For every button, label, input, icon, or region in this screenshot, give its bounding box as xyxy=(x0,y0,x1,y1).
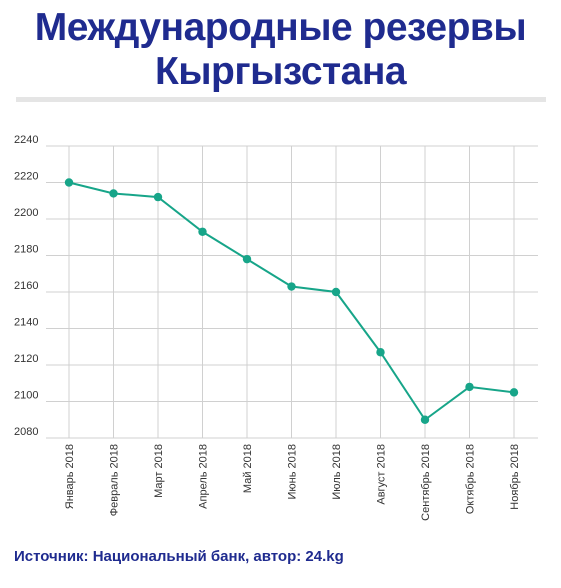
x-tick-label: Июль 2018 xyxy=(331,444,343,500)
data-point xyxy=(420,415,430,424)
x-tick-label: Январь 2018 xyxy=(64,444,76,509)
data-point xyxy=(376,348,385,357)
data-point xyxy=(64,178,74,187)
x-tick-label: Февраль 2018 xyxy=(109,444,121,516)
x-tick-label: Май 2018 xyxy=(242,444,254,493)
y-tick-label: 2140 xyxy=(14,317,38,329)
chart-title-line1: Международные резервы xyxy=(34,6,527,49)
chart-title-line2: Кыргызстана xyxy=(154,50,407,93)
data-point xyxy=(509,388,519,397)
y-tick-label: 2100 xyxy=(14,390,38,402)
x-tick-label: Сентябрь 2018 xyxy=(420,444,432,521)
y-tick-label: 2240 xyxy=(14,134,38,146)
y-tick-label: 2080 xyxy=(14,426,38,438)
y-tick-label: 2160 xyxy=(14,280,38,292)
x-tick-label: Октябрь 2018 xyxy=(465,444,477,514)
line-chart: 2080 2100 2120 2140 2160 2180 2200 2220 2240 Янва… xyxy=(14,134,538,521)
data-point xyxy=(153,192,163,202)
y-tick-label: 2120 xyxy=(14,353,38,365)
y-tick-label: 2200 xyxy=(14,207,38,219)
data-point xyxy=(287,282,296,291)
data-point xyxy=(242,254,252,264)
data-point xyxy=(331,287,341,297)
x-tick-label: Август 2018 xyxy=(376,444,388,505)
title-divider xyxy=(16,97,546,102)
x-tick-label: Апрель 2018 xyxy=(198,444,210,509)
y-tick-label: 2180 xyxy=(14,244,38,256)
source-caption: Источник: Национальный банк, автор: 24.k… xyxy=(14,548,344,565)
x-tick-label: Ноябрь 2018 xyxy=(509,444,521,510)
chart-title: Международные резервы Кыргызстана xyxy=(0,6,561,94)
data-point xyxy=(198,227,207,236)
y-tick-label: 2220 xyxy=(14,171,38,183)
data-point xyxy=(109,189,118,198)
data-point xyxy=(465,382,474,392)
x-tick-label: Март 2018 xyxy=(153,444,165,498)
x-tick-label: Июнь 2018 xyxy=(287,444,299,500)
